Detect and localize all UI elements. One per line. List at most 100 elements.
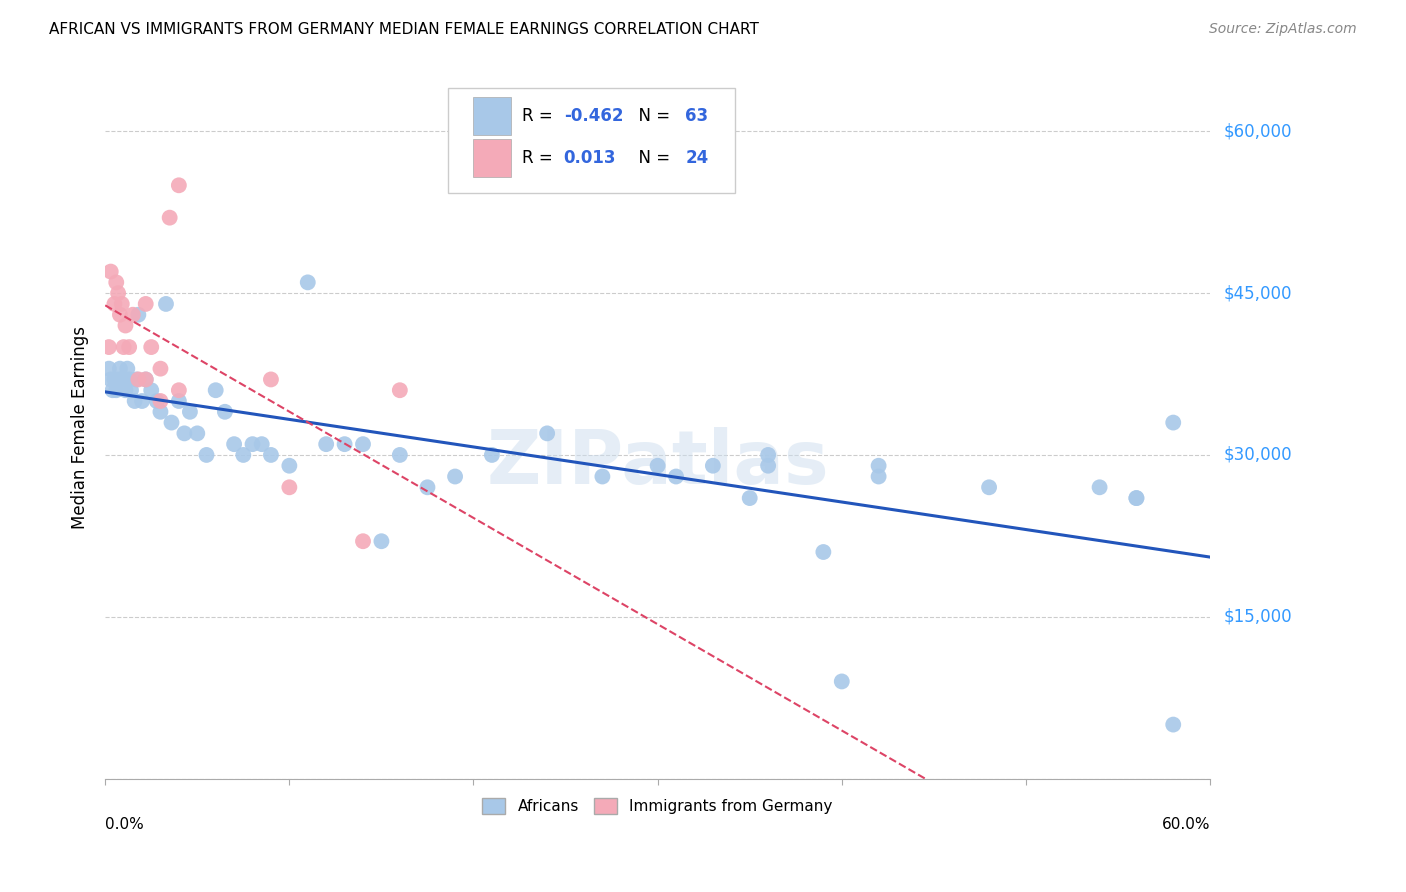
Point [120, 383, 142, 397]
Point [260, 448, 283, 462]
Text: 0.0%: 0.0% [105, 817, 143, 832]
Point [118, 340, 141, 354]
Point [149, 394, 172, 409]
Point [756, 458, 779, 473]
Point [333, 437, 356, 451]
Point [127, 308, 149, 322]
Point [118, 372, 141, 386]
Point [101, 383, 124, 397]
Text: 0.013: 0.013 [564, 149, 616, 167]
Point [195, 448, 218, 462]
Point [97, 340, 120, 354]
Point [315, 437, 337, 451]
Point [141, 340, 163, 354]
Text: $15,000: $15,000 [1225, 607, 1292, 625]
Point [135, 372, 157, 386]
Y-axis label: Median Female Earnings: Median Female Earnings [72, 326, 89, 530]
Point [112, 340, 135, 354]
Text: N =: N = [628, 107, 675, 125]
Point [111, 372, 134, 386]
Point [444, 469, 467, 483]
Point [591, 469, 613, 483]
Text: 24: 24 [685, 149, 709, 167]
Point [1125, 491, 1147, 505]
Point [756, 448, 779, 462]
Point [127, 372, 149, 386]
Point [352, 437, 374, 451]
Point [1125, 491, 1147, 505]
FancyBboxPatch shape [474, 97, 510, 135]
Point [831, 674, 853, 689]
Point [103, 297, 125, 311]
Point [1161, 416, 1184, 430]
Point [214, 405, 236, 419]
Text: R =: R = [522, 149, 558, 167]
Point [167, 383, 190, 397]
Point [117, 361, 139, 376]
Point [121, 308, 143, 322]
FancyBboxPatch shape [474, 139, 510, 177]
Point [149, 361, 172, 376]
Point [224, 437, 246, 451]
Point [242, 437, 264, 451]
Point [370, 534, 392, 549]
Point [108, 361, 131, 376]
Text: 63: 63 [685, 107, 709, 125]
Point [179, 405, 201, 419]
Point [388, 383, 411, 397]
Point [536, 426, 558, 441]
Point [173, 426, 195, 441]
Text: R =: R = [522, 107, 558, 125]
Point [813, 545, 835, 559]
Point [105, 276, 128, 290]
Point [100, 264, 122, 278]
Point [160, 416, 183, 430]
Point [155, 297, 177, 311]
Point [1088, 480, 1111, 494]
Point [232, 448, 254, 462]
Legend: Africans, Immigrants from Germany: Africans, Immigrants from Germany [477, 792, 839, 820]
Point [97, 361, 120, 376]
Point [665, 469, 688, 483]
Point [278, 458, 301, 473]
Point [112, 372, 135, 386]
Point [977, 480, 1000, 494]
Point [278, 480, 301, 494]
Point [702, 458, 724, 473]
Point [114, 318, 136, 333]
Point [481, 448, 503, 462]
Point [125, 372, 148, 386]
Point [186, 426, 208, 441]
Point [114, 383, 136, 397]
Point [124, 394, 146, 409]
Point [105, 383, 128, 397]
Point [149, 405, 172, 419]
Point [260, 372, 283, 386]
Point [167, 394, 190, 409]
Point [107, 286, 129, 301]
Point [108, 308, 131, 322]
Point [159, 211, 181, 225]
Point [388, 448, 411, 462]
Text: $45,000: $45,000 [1225, 285, 1292, 302]
Point [647, 458, 669, 473]
Point [297, 276, 319, 290]
Point [204, 383, 226, 397]
Point [141, 383, 163, 397]
Point [111, 297, 134, 311]
Text: $60,000: $60,000 [1225, 122, 1292, 140]
Point [131, 394, 153, 409]
Point [416, 480, 439, 494]
Point [352, 534, 374, 549]
Point [103, 372, 125, 386]
Text: ZIPatlas: ZIPatlas [486, 426, 830, 500]
Text: AFRICAN VS IMMIGRANTS FROM GERMANY MEDIAN FEMALE EARNINGS CORRELATION CHART: AFRICAN VS IMMIGRANTS FROM GERMANY MEDIA… [49, 22, 759, 37]
Text: -0.462: -0.462 [564, 107, 623, 125]
Point [738, 491, 761, 505]
Point [107, 372, 129, 386]
Text: $30,000: $30,000 [1225, 446, 1292, 464]
Point [100, 372, 122, 386]
Text: Source: ZipAtlas.com: Source: ZipAtlas.com [1209, 22, 1357, 37]
Point [146, 394, 169, 409]
FancyBboxPatch shape [447, 88, 735, 193]
